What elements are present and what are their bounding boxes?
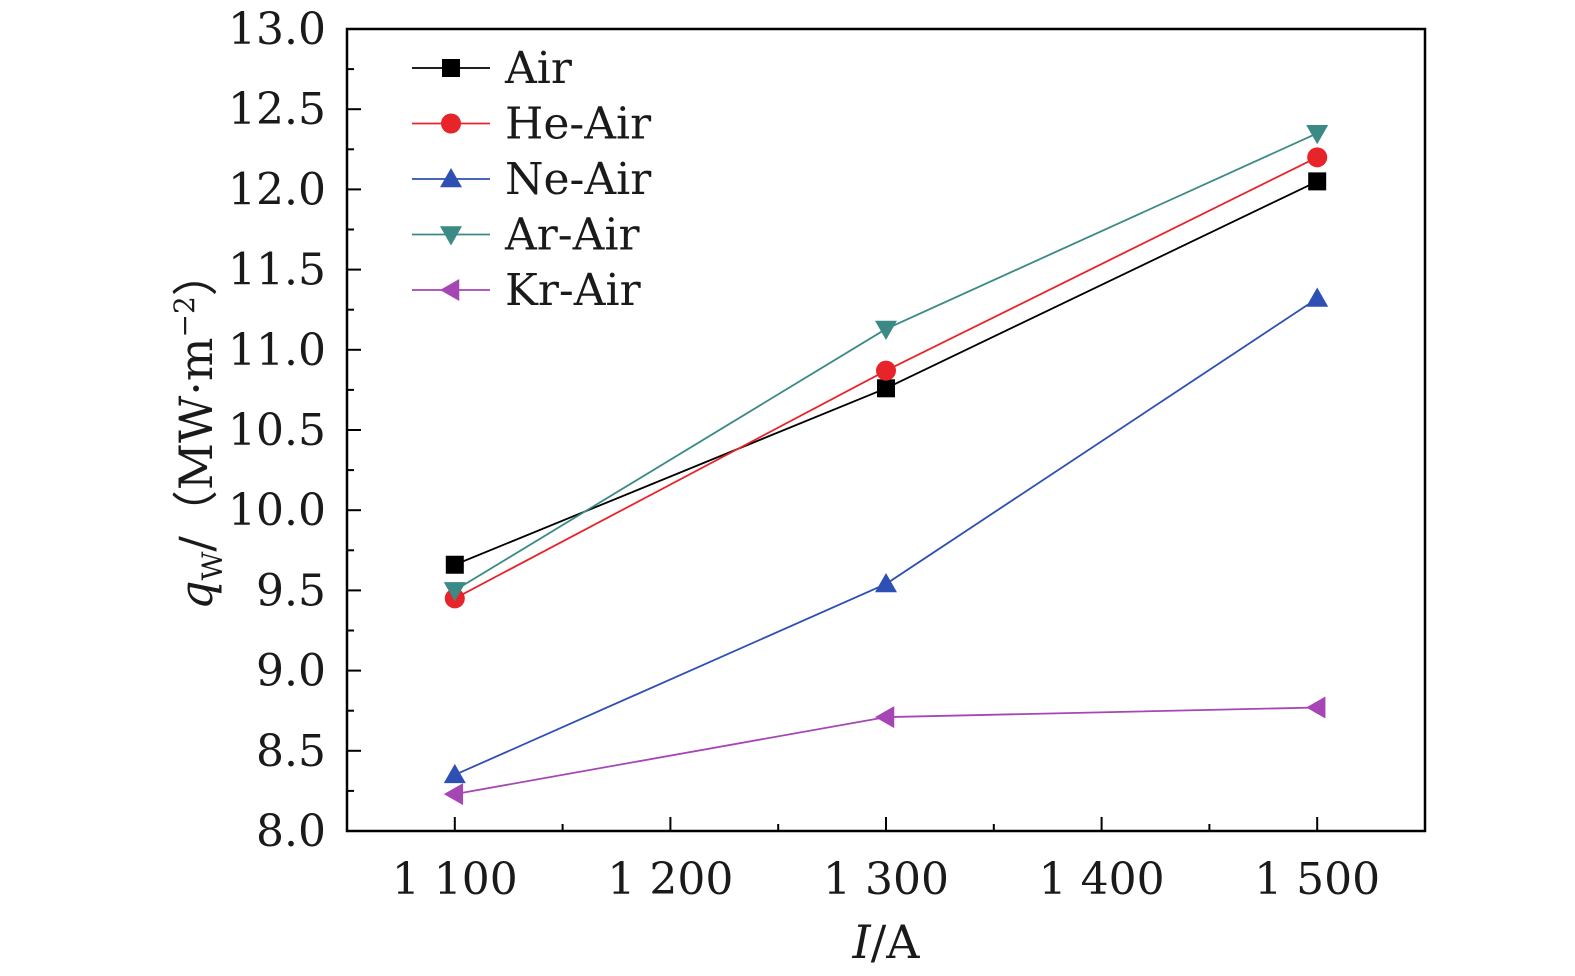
y-tick-label: 11.0	[228, 325, 326, 376]
series-he-air	[444, 147, 1328, 609]
series-kr-air	[443, 696, 1326, 806]
data-point-ne-air	[443, 763, 466, 784]
data-point-air	[445, 555, 464, 574]
series-ne-air	[443, 287, 1329, 784]
x-tick-label: 1 200	[607, 854, 733, 905]
legend-label-he-air: He-Air	[505, 99, 652, 150]
legend-label-ar-air: Ar-Air	[504, 210, 641, 261]
x-tick-label: 1 300	[823, 854, 949, 905]
x-tick-label: 1 100	[392, 854, 518, 905]
x-tick-label: 1 400	[1039, 854, 1165, 905]
legend-marker-ar-air	[440, 226, 462, 246]
x-axis-label: I/A	[852, 915, 921, 969]
data-point-he-air	[1307, 147, 1328, 168]
x-tick-label: 1 500	[1254, 854, 1380, 905]
y-tick-label: 11.5	[228, 245, 326, 296]
y-tick-label: 8.0	[256, 806, 326, 857]
legend-label-ne-air: Ne-Air	[505, 154, 652, 205]
data-point-air	[877, 379, 895, 398]
data-point-he-air	[876, 360, 896, 381]
y-tick-label: 12.0	[228, 164, 326, 215]
series-layer	[443, 125, 1329, 806]
legend-label-kr-air: Kr-Air	[505, 265, 642, 316]
y-tick-label: 10.5	[228, 405, 326, 456]
data-point-kr-air	[875, 706, 895, 729]
legend-item-air: Air	[412, 43, 573, 94]
series-air	[445, 172, 1327, 574]
legend-marker-ne-air	[440, 168, 462, 188]
y-tick-label: 12.5	[228, 84, 326, 135]
data-point-air	[1308, 172, 1327, 191]
legend-marker-kr-air	[440, 279, 460, 301]
data-point-kr-air	[1306, 696, 1326, 719]
data-point-ar-air	[1306, 125, 1329, 145]
legend-item-ar-air: Ar-Air	[412, 210, 641, 261]
legend-marker-air	[442, 59, 460, 77]
data-point-ne-air	[1306, 287, 1329, 307]
axis-ticks: 1 100 1 200 1 300 1 400 1 500 8.0 8.5 9.0 9.5 10.…	[228, 4, 1380, 905]
data-point-ar-air	[443, 582, 466, 602]
data-point-kr-air	[443, 783, 464, 806]
y-tick-label: 10.0	[228, 485, 326, 536]
data-point-ne-air	[875, 572, 897, 593]
data-point-ar-air	[875, 320, 897, 340]
legend-item-kr-air: Kr-Air	[412, 265, 642, 316]
y-tick-label: 9.5	[256, 565, 326, 616]
legend-label-air: Air	[504, 43, 573, 94]
legend-item-he-air: He-Air	[412, 99, 652, 150]
legend-marker-he-air	[441, 113, 461, 134]
y-axis-label: qW/（MW·m−2）	[168, 250, 229, 610]
y-tick-label: 13.0	[228, 4, 326, 55]
legend-item-ne-air: Ne-Air	[412, 154, 652, 205]
series-ar-air	[443, 125, 1329, 602]
y-tick-label: 8.5	[256, 726, 326, 777]
y-tick-label: 9.0	[256, 646, 326, 697]
